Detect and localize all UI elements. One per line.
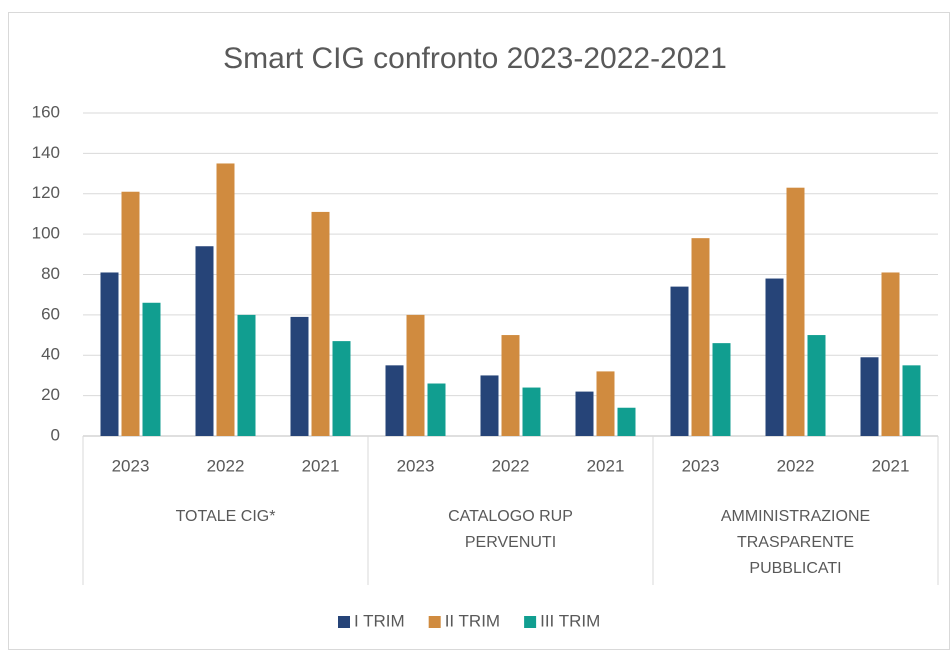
bar bbox=[786, 187, 805, 436]
bar bbox=[765, 278, 784, 436]
y-tick-label: 140 bbox=[32, 143, 60, 162]
x-tick-label: 2023 bbox=[397, 456, 435, 475]
group-label: CATALOGO RUP PERVENUTI bbox=[448, 508, 573, 551]
chart-title: Smart CIG confronto 2023-2022-2021 bbox=[223, 42, 727, 75]
y-tick-label: 120 bbox=[32, 183, 60, 202]
bar bbox=[480, 375, 499, 436]
group-label: AMMINISTRAZIONE TRASPARENTE PUBBLICATI bbox=[720, 508, 871, 577]
chart-border bbox=[8, 12, 950, 650]
bar bbox=[881, 272, 900, 436]
bar bbox=[142, 302, 161, 436]
y-tick-label: 100 bbox=[32, 224, 60, 243]
bar bbox=[100, 272, 119, 436]
x-tick-label: 2021 bbox=[587, 456, 625, 475]
bar bbox=[332, 341, 351, 436]
bar bbox=[216, 163, 235, 436]
bar bbox=[617, 407, 636, 436]
x-tick-label: 2023 bbox=[682, 456, 720, 475]
bar bbox=[902, 365, 921, 436]
bar bbox=[712, 343, 731, 436]
legend-swatch bbox=[338, 616, 350, 628]
legend-label: I TRIM bbox=[354, 611, 405, 630]
y-tick-label: 80 bbox=[41, 264, 60, 283]
y-tick-label: 20 bbox=[41, 385, 60, 404]
y-tick-label: 60 bbox=[41, 304, 60, 323]
y-tick-label: 40 bbox=[41, 345, 60, 364]
bar bbox=[670, 286, 689, 436]
bar bbox=[290, 316, 309, 436]
bar bbox=[427, 383, 446, 436]
bar bbox=[596, 371, 615, 436]
legend-swatch bbox=[524, 616, 537, 628]
bar bbox=[522, 387, 541, 436]
bar bbox=[385, 365, 404, 436]
legend-swatch bbox=[428, 616, 441, 628]
x-tick-label: 2021 bbox=[302, 456, 340, 475]
y-tick-label: 0 bbox=[51, 425, 60, 444]
bar bbox=[807, 335, 826, 436]
bar bbox=[311, 211, 330, 436]
legend-label: II TRIM bbox=[445, 611, 500, 630]
legend-label: III TRIM bbox=[540, 611, 600, 630]
x-tick-label: 2022 bbox=[777, 456, 815, 475]
bar bbox=[691, 238, 710, 436]
bar bbox=[195, 246, 214, 436]
group-label: TOTALE CIG* bbox=[175, 508, 276, 525]
x-tick-label: 2023 bbox=[112, 456, 150, 475]
x-tick-label: 2022 bbox=[492, 456, 530, 475]
bar bbox=[860, 357, 879, 436]
bar bbox=[237, 314, 256, 436]
bar bbox=[575, 391, 594, 436]
bar bbox=[501, 335, 520, 436]
x-tick-label: 2022 bbox=[207, 456, 245, 475]
bar bbox=[121, 191, 140, 436]
x-tick-label: 2021 bbox=[872, 456, 910, 475]
bar bbox=[406, 314, 425, 436]
y-tick-label: 160 bbox=[32, 102, 60, 121]
